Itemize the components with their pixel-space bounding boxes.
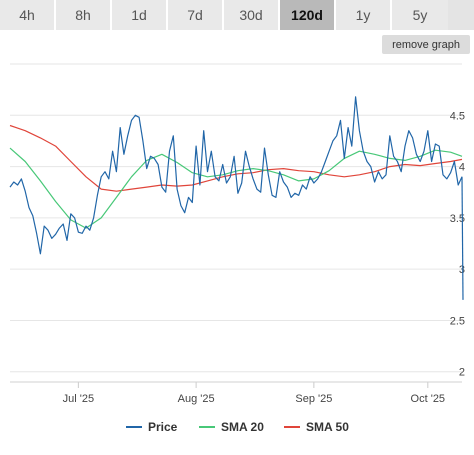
tab-8h[interactable]: 8h	[56, 0, 112, 30]
tab-1y[interactable]: 1y	[336, 0, 392, 30]
chart-legend: Price SMA 20 SMA 50	[0, 420, 474, 438]
legend-item-sma-20[interactable]: SMA 20	[199, 420, 264, 434]
y-tick-label: 2	[459, 367, 465, 379]
y-tick-label: 3	[459, 264, 465, 276]
legend-label: Price	[148, 420, 178, 434]
tab-30d[interactable]: 30d	[224, 0, 280, 30]
y-tick-label: 3.5	[450, 213, 465, 225]
x-grid	[10, 381, 462, 388]
price-line-end	[461, 176, 464, 300]
series-line-sma-50	[9, 124, 463, 192]
x-tick-label: Sep '25	[295, 393, 332, 405]
x-tick-label: Aug '25	[178, 393, 215, 405]
x-tick-label: Oct '25	[411, 393, 446, 405]
series-lines	[9, 96, 464, 300]
tab-1d[interactable]: 1d	[112, 0, 168, 30]
chart-grid	[10, 63, 462, 373]
y-tick-label: 4.5	[450, 110, 465, 122]
tab-120d[interactable]: 120d	[280, 0, 336, 30]
series-line-sma-20	[9, 147, 463, 229]
legend-swatch	[199, 426, 215, 428]
tab-5y[interactable]: 5y	[392, 0, 448, 30]
legend-label: SMA 50	[306, 420, 349, 434]
tab-4h[interactable]: 4h	[0, 0, 56, 30]
series-line-price	[9, 96, 463, 255]
y-tick-label: 2.5	[450, 315, 465, 327]
legend-label: SMA 20	[221, 420, 264, 434]
axis-ticks: 2 2.5 3 3.5 4 4.5 Jul '25 Aug '25 Sep '25 Oct '25	[63, 110, 465, 405]
y-tick-label: 4	[459, 162, 465, 174]
x-tick-label: Jul '25	[63, 393, 94, 405]
legend-item-sma-50[interactable]: SMA 50	[284, 420, 349, 434]
legend-swatch	[284, 426, 300, 428]
remove-graph-button[interactable]: remove graph	[382, 35, 470, 54]
timeframe-tabs: 4h 8h 1d 7d 30d 120d 1y 5y	[0, 0, 474, 30]
tab-7d[interactable]: 7d	[168, 0, 224, 30]
legend-item-price[interactable]: Price	[126, 420, 177, 434]
legend-swatch	[126, 426, 142, 428]
